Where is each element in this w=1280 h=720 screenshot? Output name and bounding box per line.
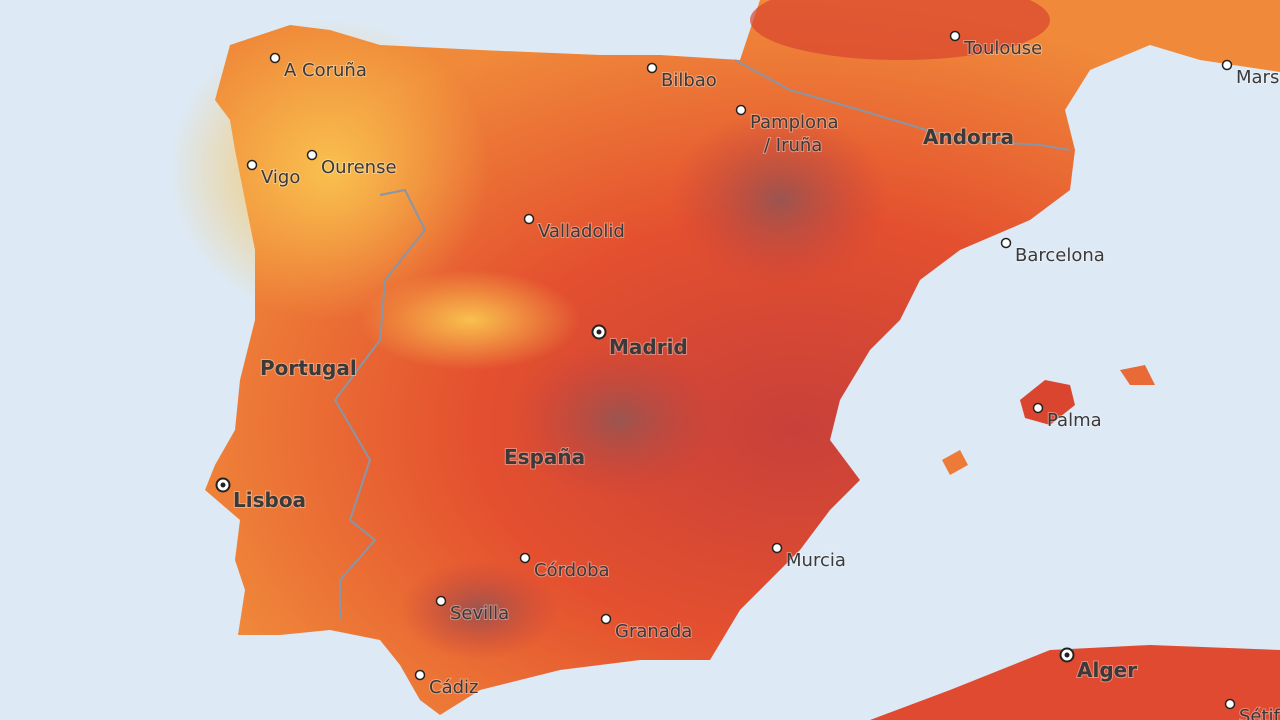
- city-label: Sevilla: [450, 603, 509, 624]
- city-dot: [1221, 59, 1233, 71]
- city-label: Valladolid: [538, 221, 625, 242]
- city-label: Toulouse: [963, 38, 1042, 59]
- city-label: Granada: [615, 621, 692, 642]
- city-dot: [435, 595, 447, 607]
- city-label: Murcia: [786, 550, 846, 571]
- city-dot: [1032, 402, 1044, 414]
- city-label: Sétif: [1239, 706, 1280, 720]
- city-label: Pamplona: [750, 112, 839, 133]
- capital-label: Madrid: [609, 335, 688, 359]
- city-dot: [519, 552, 531, 564]
- city-label: Palma: [1047, 410, 1102, 431]
- city-dot: [1224, 698, 1236, 710]
- city-label: A Coruña: [284, 60, 367, 81]
- city-dot: [414, 669, 426, 681]
- city-dot: [771, 542, 783, 554]
- city-label: Cádiz: [429, 677, 478, 698]
- city-label: / Iruña: [764, 135, 822, 156]
- capital-dot-center: [596, 329, 602, 335]
- city-dot: [949, 30, 961, 42]
- capital-dot-center: [1064, 652, 1070, 658]
- city-label: Vigo: [261, 167, 300, 188]
- city-label: Mars: [1236, 67, 1279, 88]
- city-dot: [600, 613, 612, 625]
- labels: A Coruña Bilbao Toulouse Mars Pamplona/ Iruñ…: [215, 30, 1280, 720]
- capital-label: Alger: [1077, 658, 1137, 682]
- region-label: Andorra: [923, 125, 1014, 149]
- city-label: Bilbao: [661, 70, 717, 91]
- land: [170, 0, 1280, 720]
- city-dot: [646, 62, 658, 74]
- city-dot: [306, 149, 318, 161]
- city-dot: [1000, 237, 1012, 249]
- city-dot: [269, 52, 281, 64]
- city-label: Barcelona: [1015, 245, 1105, 266]
- city-label: Córdoba: [534, 560, 610, 581]
- city-dot: [523, 213, 535, 225]
- region-label: España: [504, 445, 585, 469]
- capital-dot-center: [220, 482, 226, 488]
- city-dot: [735, 104, 747, 116]
- city-dot: [246, 159, 258, 171]
- region-label: Portugal: [260, 356, 357, 380]
- city-label: Ourense: [321, 157, 397, 178]
- capital-label: Lisboa: [233, 488, 306, 512]
